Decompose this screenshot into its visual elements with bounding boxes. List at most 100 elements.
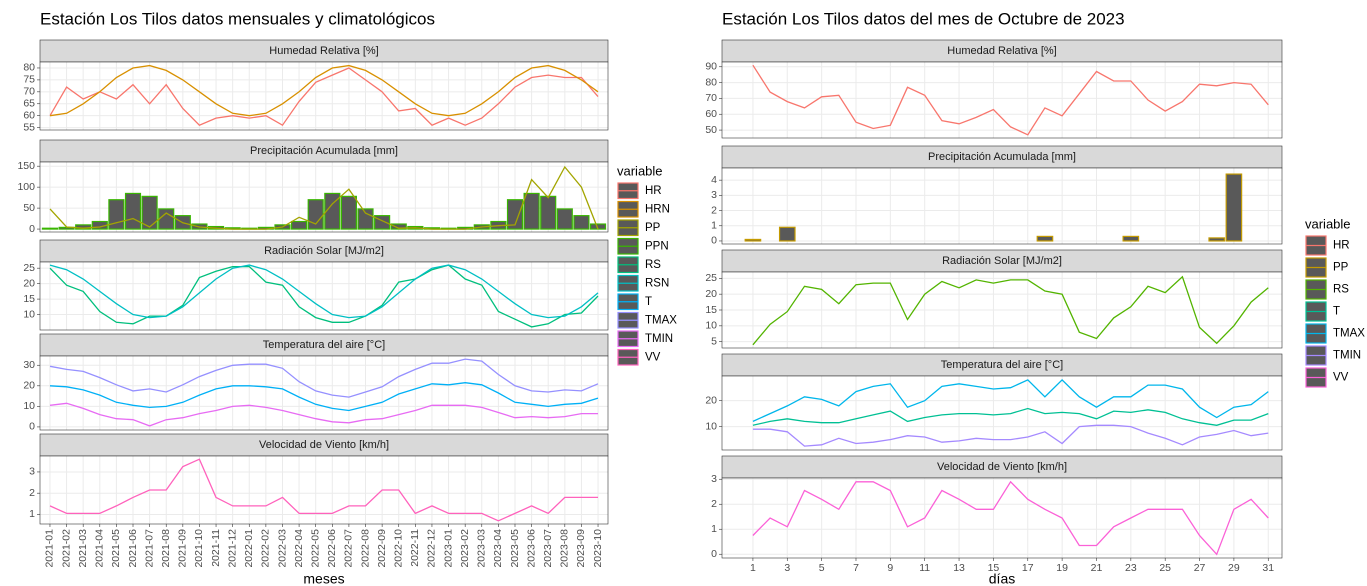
bar bbox=[324, 192, 341, 230]
y-tick-label: 100 bbox=[17, 181, 35, 193]
strip-label: Humedad Relativa [%] bbox=[269, 45, 378, 57]
y-tick-label: 2 bbox=[711, 498, 717, 510]
legend-label: RSN bbox=[645, 277, 669, 289]
x-tick-label: 23 bbox=[1125, 562, 1137, 574]
legend-label: VV bbox=[645, 351, 661, 363]
y-tick-label: 30 bbox=[23, 359, 35, 371]
panel-border bbox=[39, 455, 609, 525]
strip-label: Radiación Solar [MJ/m2] bbox=[942, 255, 1062, 267]
x-tick-label: 2022-09 bbox=[376, 529, 388, 568]
x-tick-label: 9 bbox=[887, 562, 893, 574]
y-tick-label: 25 bbox=[23, 262, 35, 274]
bar bbox=[1208, 237, 1226, 242]
bar bbox=[1036, 235, 1054, 242]
legend-label: HR bbox=[645, 185, 662, 197]
bar bbox=[556, 208, 573, 230]
y-tick-label: 10 bbox=[705, 420, 717, 432]
y-tick-label: 20 bbox=[23, 380, 35, 392]
y-tick-label: 2 bbox=[29, 487, 35, 499]
line bbox=[752, 424, 1269, 447]
strip-label: Precipitación Acumulada [mm] bbox=[928, 151, 1076, 163]
x-tick-label: 29 bbox=[1228, 562, 1240, 574]
x-tick-label: 2022-06 bbox=[326, 529, 338, 568]
panel-border bbox=[39, 161, 609, 233]
x-tick-label: 2021-05 bbox=[110, 529, 122, 568]
x-tick-label: 2023-06 bbox=[525, 529, 537, 568]
x-tick-label: 2022-10 bbox=[393, 529, 405, 568]
x-tick-label: 2021-02 bbox=[60, 529, 72, 568]
strip-label: Velocidad de Viento [km/h] bbox=[259, 439, 389, 451]
y-tick-label: 25 bbox=[705, 272, 717, 284]
bar bbox=[1122, 235, 1140, 242]
y-tick-label: 75 bbox=[23, 74, 35, 86]
y-tick-label: 80 bbox=[705, 76, 717, 88]
x-tick-label: 2022-05 bbox=[309, 529, 321, 568]
x-tick-label: 2021-04 bbox=[94, 529, 106, 568]
line bbox=[752, 407, 1269, 426]
panel-border bbox=[721, 61, 1283, 139]
y-tick-label: 50 bbox=[23, 202, 35, 214]
panel-border bbox=[39, 261, 609, 331]
x-tick-label: 2021-08 bbox=[160, 529, 172, 568]
bar bbox=[506, 199, 524, 230]
y-tick-label: 90 bbox=[705, 61, 717, 73]
legend-label: VV bbox=[1333, 372, 1349, 384]
x-tick-label: 2023-04 bbox=[492, 529, 504, 568]
legend-label: TMIN bbox=[645, 333, 673, 345]
line bbox=[49, 64, 599, 117]
bar bbox=[573, 215, 590, 230]
x-tick-label: 5 bbox=[819, 562, 825, 574]
panel-border bbox=[39, 355, 609, 431]
y-tick-label: 1 bbox=[711, 523, 717, 535]
x-tick-label: 2022-04 bbox=[293, 529, 305, 568]
bar bbox=[41, 227, 59, 230]
y-tick-label: 0 bbox=[29, 421, 35, 433]
line bbox=[752, 480, 1269, 556]
x-tick-label: 2022-08 bbox=[359, 529, 371, 568]
y-tick-label: 0 bbox=[29, 223, 35, 235]
strip-label: Humedad Relativa [%] bbox=[947, 45, 1056, 57]
y-tick-label: 60 bbox=[705, 108, 717, 120]
y-tick-label: 1 bbox=[29, 508, 35, 520]
x-tick-label: 13 bbox=[953, 562, 965, 574]
x-tick-label: 2021-10 bbox=[193, 529, 205, 568]
y-tick-label: 80 bbox=[23, 62, 35, 74]
legend-label: T bbox=[645, 296, 652, 308]
strip-label: Precipitación Acumulada [mm] bbox=[250, 145, 398, 157]
x-tick-label: 2021-11 bbox=[210, 529, 222, 567]
bar bbox=[340, 195, 357, 230]
x-tick-label: 3 bbox=[784, 562, 790, 574]
bar bbox=[357, 208, 374, 230]
y-tick-label: 60 bbox=[23, 109, 35, 121]
x-tick-label: 2021-09 bbox=[177, 529, 189, 568]
bar bbox=[390, 223, 407, 230]
line bbox=[49, 458, 598, 522]
line bbox=[752, 275, 1269, 346]
bar bbox=[1225, 173, 1243, 242]
legend-label: HRN bbox=[645, 203, 670, 215]
x-tick-label: 7 bbox=[853, 562, 859, 574]
y-tick-label: 10 bbox=[23, 400, 35, 412]
legend-label: HR bbox=[1333, 240, 1350, 252]
x-tick-label: 21 bbox=[1091, 562, 1103, 574]
figure-title: Estación Los Tilos datos del mes de Octu… bbox=[722, 9, 1125, 28]
x-tick-label: 25 bbox=[1159, 562, 1171, 574]
y-tick-label: 0 bbox=[711, 548, 717, 560]
x-tick-label: 2023-09 bbox=[575, 529, 587, 568]
y-tick-label: 3 bbox=[711, 473, 717, 485]
x-tick-label: 2022-03 bbox=[276, 529, 288, 568]
y-tick-label: 20 bbox=[705, 394, 717, 406]
y-tick-label: 5 bbox=[711, 335, 717, 347]
y-tick-label: 50 bbox=[705, 124, 717, 136]
x-tick-label: 2023-05 bbox=[509, 529, 521, 568]
x-tick-label: 2023-08 bbox=[559, 529, 571, 568]
y-tick-label: 55 bbox=[23, 121, 35, 133]
x-tick-label: 2023-02 bbox=[459, 529, 471, 568]
bar bbox=[523, 192, 540, 230]
x-tick-label: 2023-03 bbox=[476, 529, 488, 568]
y-tick-label: 2 bbox=[711, 204, 717, 216]
y-tick-label: 10 bbox=[23, 308, 35, 320]
bar bbox=[540, 195, 557, 230]
panel-border bbox=[721, 167, 1283, 245]
x-tick-label: 2023-01 bbox=[442, 529, 454, 568]
